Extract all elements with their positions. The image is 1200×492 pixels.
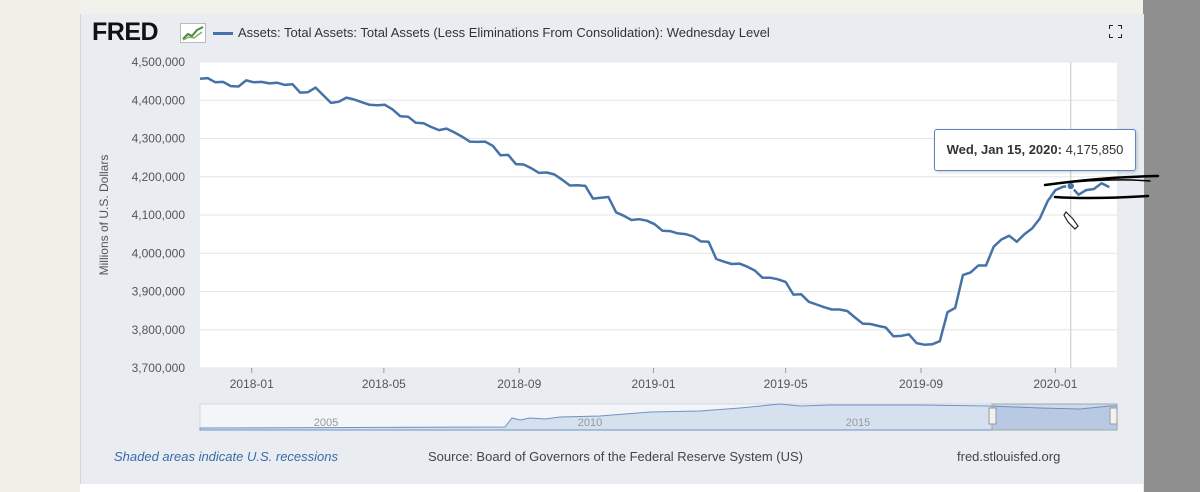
data-tooltip: Wed, Jan 15, 2020: 4,175,850 xyxy=(934,129,1136,171)
legend-series-swatch xyxy=(213,32,233,35)
cursor-icon xyxy=(1063,211,1079,230)
x-tick-label: 2018-09 xyxy=(497,377,541,391)
y-tick-label: 3,700,000 xyxy=(132,361,186,375)
x-tick-label: 2019-09 xyxy=(899,377,943,391)
y-tick-label: 4,100,000 xyxy=(132,208,186,222)
series-line[interactable] xyxy=(199,76,1110,346)
annotation-stroke xyxy=(1051,179,1151,185)
site-link[interactable]: fred.stlouisfed.org xyxy=(957,449,1061,464)
chart-title[interactable]: Assets: Total Assets: Total Assets (Less… xyxy=(238,25,770,40)
bottom-strip xyxy=(80,484,1143,492)
x-tick-label: 2019-05 xyxy=(764,377,808,391)
y-tick-label: 4,200,000 xyxy=(132,170,186,184)
fred-logo[interactable]: FRED xyxy=(92,18,159,46)
y-tick-label: 3,900,000 xyxy=(132,285,186,299)
background-top xyxy=(0,0,1200,18)
source-note: Source: Board of Governors of the Federa… xyxy=(428,449,803,464)
fred-graph-icon xyxy=(180,23,206,43)
y-tick-label: 3,800,000 xyxy=(132,323,186,337)
y-tick-label: 4,400,000 xyxy=(132,93,186,107)
navigator-handle[interactable] xyxy=(1109,407,1118,425)
x-tick-label: 2018-01 xyxy=(230,377,274,391)
y-tick-label: 4,300,000 xyxy=(132,132,186,146)
x-tick-label: 2018-05 xyxy=(362,377,406,391)
navigator-year-label: 2005 xyxy=(314,417,338,429)
annotation-stroke xyxy=(1053,194,1150,200)
navigator-selection[interactable] xyxy=(991,403,1118,431)
navigator-year-label: 2010 xyxy=(578,417,602,429)
navigator-year-label: 2015 xyxy=(846,417,870,429)
navigator-area xyxy=(199,403,1118,431)
tooltip-value: 4,175,850 xyxy=(1065,142,1124,157)
x-tick-label: 2020-01 xyxy=(1033,377,1077,391)
background-left xyxy=(0,0,80,492)
y-tick-label: 4,500,000 xyxy=(132,55,186,69)
tooltip-date: Wed, Jan 15, 2020: xyxy=(946,142,1062,157)
background-right xyxy=(1143,0,1200,492)
navigator-handle[interactable] xyxy=(988,407,997,425)
recessions-note[interactable]: Shaded areas indicate U.S. recessions xyxy=(114,449,339,464)
y-tick-label: 4,000,000 xyxy=(132,246,186,260)
x-tick-label: 2019-01 xyxy=(632,377,676,391)
